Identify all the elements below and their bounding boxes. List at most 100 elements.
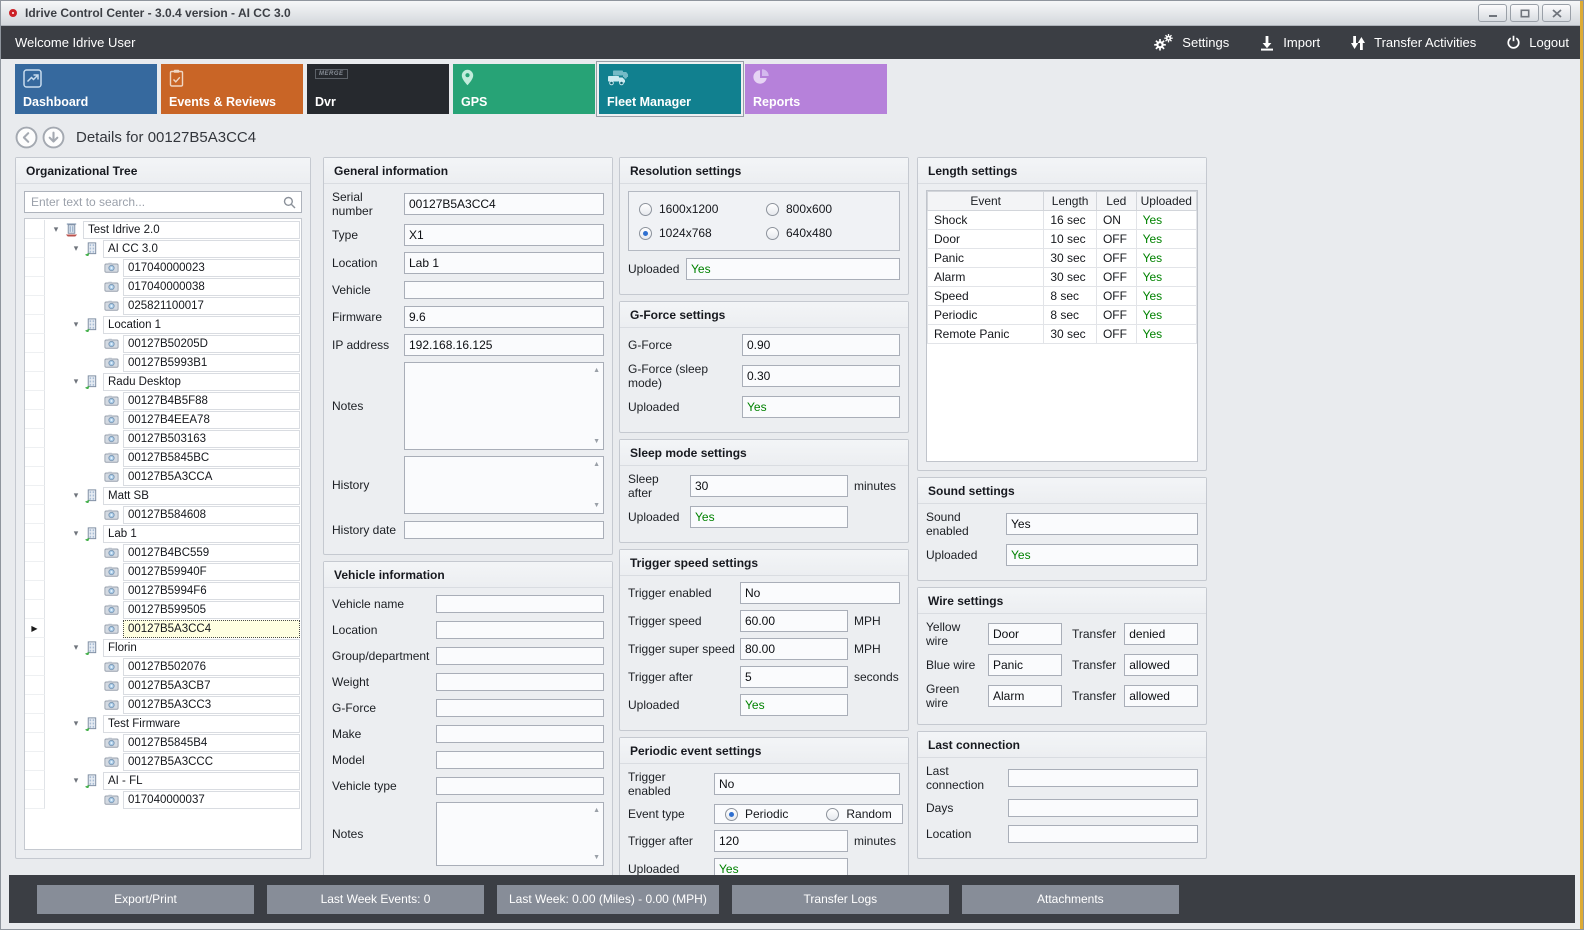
tree-node-label[interactable]: 00127B59940F	[123, 562, 300, 581]
expander-icon[interactable]: ▾	[73, 775, 79, 785]
tree-row[interactable]: ▶▾00127B5A3CC4	[25, 619, 301, 638]
text-input[interactable]	[1008, 825, 1198, 843]
radio-button[interactable]	[766, 202, 779, 216]
scroll-up-icon[interactable]: ▲	[593, 807, 600, 814]
maximize-button[interactable]	[1510, 4, 1539, 22]
tree-row[interactable]: ▾00127B5A3CC3	[25, 695, 301, 714]
tree-node-label[interactable]: 017040000023	[123, 258, 300, 277]
tree-node-label[interactable]: 025821100017	[123, 296, 300, 315]
tree-node-label[interactable]: AI CC 3.0	[103, 239, 300, 258]
table-header[interactable]: Uploaded	[1135, 191, 1197, 211]
transfer-activities-button[interactable]: Transfer Activities	[1350, 35, 1476, 51]
tree-node-label[interactable]: 00127B5994F6	[123, 581, 300, 600]
tab-gps[interactable]: GPS	[453, 64, 595, 114]
table-row[interactable]: Periodic 8 sec OFF Yes	[927, 305, 1197, 325]
tree-row[interactable]: ▾ Radu Desktop	[25, 372, 301, 391]
tree-row[interactable]: ▾ Location 1	[25, 315, 301, 334]
tree-node-label[interactable]: Location 1	[103, 315, 300, 334]
tree-row[interactable]: ▾00127B4BC559	[25, 543, 301, 562]
bottom-button-transfer-logs[interactable]: Transfer Logs	[731, 884, 949, 914]
text-input[interactable]	[436, 699, 604, 717]
text-input[interactable]	[404, 521, 604, 539]
table-header[interactable]: Length	[1043, 191, 1097, 211]
textarea[interactable]: ▲ ▼	[436, 802, 604, 866]
tree-node-label[interactable]: Test Idrive 2.0	[83, 220, 300, 239]
tree-row[interactable]: ▾ AI CC 3.0	[25, 239, 301, 258]
tree-row[interactable]: ▾017040000023	[25, 258, 301, 277]
radio-button[interactable]	[639, 226, 652, 240]
tab-dashboard[interactable]: Dashboard	[15, 64, 157, 114]
radio-option[interactable]: 1600x1200	[639, 202, 762, 216]
table-header[interactable]: Led	[1095, 191, 1137, 211]
radio-option[interactable]: Random	[826, 807, 892, 821]
radio-button[interactable]	[826, 807, 840, 821]
wire-event-input[interactable]: Alarm	[988, 685, 1062, 707]
text-input[interactable]: 80.00	[740, 638, 848, 660]
text-input[interactable]: 00127B5A3CC4	[404, 193, 604, 215]
tree-row[interactable]: ▾00127B502076	[25, 657, 301, 676]
back-button[interactable]	[15, 126, 38, 149]
radio-option[interactable]: 1024x768	[639, 226, 762, 240]
tree-row[interactable]: ▾00127B5845B4	[25, 733, 301, 752]
search-input[interactable]	[24, 191, 302, 213]
scroll-down-icon[interactable]: ▼	[593, 438, 600, 445]
tree-row[interactable]: ▾ Lab 1	[25, 524, 301, 543]
text-input[interactable]: 60.00	[740, 610, 848, 632]
expander-icon[interactable]: ▾	[73, 718, 79, 728]
textarea[interactable]: ▲ ▼	[404, 362, 604, 450]
text-input[interactable]: X1	[404, 224, 604, 246]
tree-row[interactable]: ▾00127B599505	[25, 600, 301, 619]
tree-row[interactable]: ▾00127B5993B1	[25, 353, 301, 372]
wire-event-input[interactable]: Door	[988, 623, 1062, 645]
scroll-down-icon[interactable]: ▼	[593, 502, 600, 509]
settings-button[interactable]: Settings	[1153, 33, 1229, 52]
tab-reports[interactable]: Reports	[745, 64, 887, 114]
tree-row[interactable]: ▾00127B59940F	[25, 562, 301, 581]
scroll-up-icon[interactable]: ▲	[593, 367, 600, 374]
text-input[interactable]: Lab 1	[404, 252, 604, 274]
tree-row[interactable]: ▾00127B5845BC	[25, 448, 301, 467]
tab-fleet-manager[interactable]: Fleet Manager	[599, 64, 741, 114]
text-input[interactable]	[436, 647, 604, 665]
table-row[interactable]: Shock 16 sec ON Yes	[927, 210, 1197, 230]
close-button[interactable]	[1542, 4, 1571, 22]
tree-row[interactable]: ▾00127B5A3CCA	[25, 467, 301, 486]
tree-row[interactable]: ▾ Matt SB	[25, 486, 301, 505]
tree-node-label[interactable]: Lab 1	[103, 524, 300, 543]
transfer-value-input[interactable]: allowed	[1124, 654, 1198, 676]
textarea[interactable]: ▲ ▼	[404, 456, 604, 514]
tree-node-label[interactable]: 00127B50205D	[123, 334, 300, 353]
text-input[interactable]	[1008, 799, 1198, 817]
tab-events-reviews[interactable]: Events & Reviews	[161, 64, 303, 114]
tree-node-label[interactable]: 00127B599505	[123, 600, 300, 619]
transfer-value-input[interactable]: denied	[1124, 623, 1198, 645]
radio-option[interactable]: 800x600	[766, 202, 889, 216]
tree-node-label[interactable]: 00127B4B5F88	[123, 391, 300, 410]
table-row[interactable]: Alarm 30 sec OFF Yes	[927, 267, 1197, 287]
tree-row[interactable]: ▾00127B5A3CCC	[25, 752, 301, 771]
tree-node-label[interactable]: Matt SB	[103, 486, 300, 505]
text-input[interactable]	[436, 621, 604, 639]
table-header[interactable]: Event	[927, 191, 1045, 211]
transfer-value-input[interactable]: allowed	[1124, 685, 1198, 707]
radio-button[interactable]	[766, 226, 779, 240]
text-input[interactable]: 0.90	[742, 334, 900, 356]
tab-dvr[interactable]: MERGE Dvr	[307, 64, 449, 114]
tree-node-label[interactable]: 00127B5A3CCA	[123, 467, 300, 486]
text-input[interactable]	[436, 673, 604, 691]
table-row[interactable]: Speed 8 sec OFF Yes	[927, 286, 1197, 306]
text-input[interactable]	[436, 777, 604, 795]
tree-row[interactable]: ▾ Florin	[25, 638, 301, 657]
scroll-down-icon[interactable]: ▼	[593, 854, 600, 861]
wire-event-input[interactable]: Panic	[988, 654, 1062, 676]
tree-node-label[interactable]: Radu Desktop	[103, 372, 300, 391]
text-input[interactable]	[1008, 769, 1198, 787]
text-input[interactable]: 30	[690, 475, 848, 497]
tree-node-label[interactable]: Florin	[103, 638, 300, 657]
expander-icon[interactable]: ▾	[73, 528, 79, 538]
text-input[interactable]: No	[740, 582, 900, 604]
expander-icon[interactable]: ▾	[73, 490, 79, 500]
scroll-up-icon[interactable]: ▲	[593, 461, 600, 468]
text-input[interactable]	[404, 281, 604, 299]
tree-node-label[interactable]: Test Firmware	[103, 714, 300, 733]
